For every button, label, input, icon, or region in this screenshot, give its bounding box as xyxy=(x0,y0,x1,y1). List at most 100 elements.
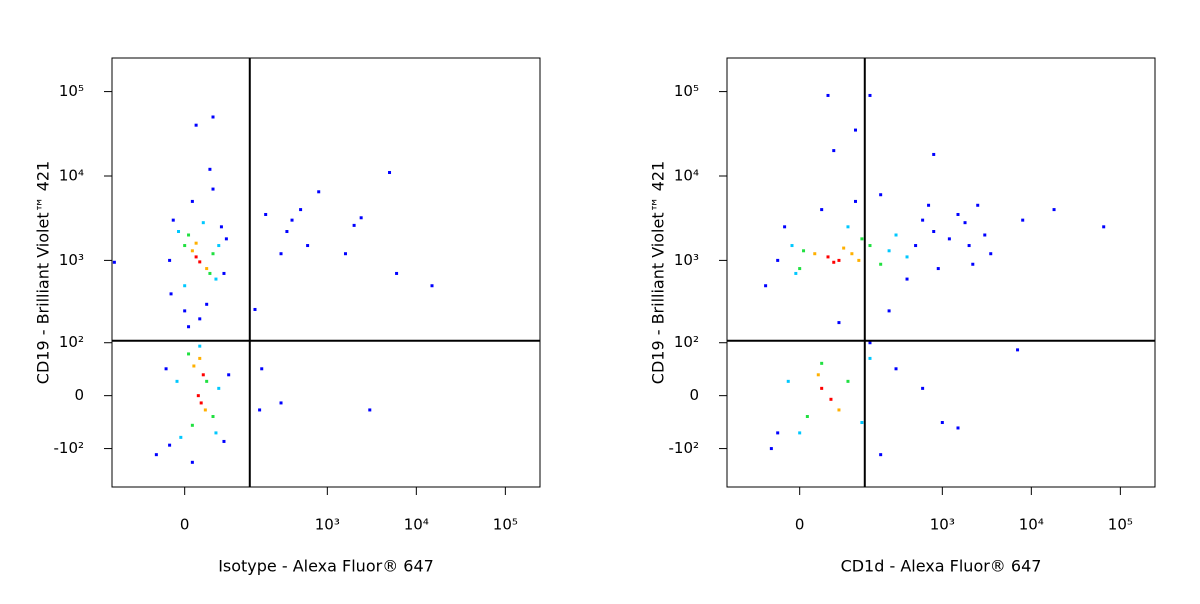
data-point xyxy=(395,271,399,275)
data-point xyxy=(279,252,283,256)
x-tick-label: 0 xyxy=(180,516,190,534)
data-point xyxy=(169,292,173,296)
data-point xyxy=(905,255,909,259)
data-point xyxy=(820,386,824,390)
data-point xyxy=(971,262,975,266)
data-point xyxy=(813,252,817,256)
data-point xyxy=(211,115,215,119)
x-tick-label: 10⁴ xyxy=(1019,516,1044,534)
data-point xyxy=(194,255,198,259)
y-tick-label: 10⁴ xyxy=(59,167,84,185)
data-point xyxy=(832,260,836,264)
data-point xyxy=(198,317,202,321)
data-point xyxy=(187,325,191,329)
data-point xyxy=(205,379,209,383)
plot-frame xyxy=(726,57,1156,488)
data-point xyxy=(175,379,179,383)
data-point xyxy=(388,171,392,175)
data-point xyxy=(279,401,283,405)
data-point xyxy=(983,233,987,237)
data-point xyxy=(112,260,116,264)
data-point xyxy=(798,431,802,435)
data-point xyxy=(219,225,223,229)
data-point xyxy=(168,258,172,262)
data-point xyxy=(936,267,940,271)
data-point xyxy=(853,128,857,132)
data-point xyxy=(190,249,194,253)
data-point xyxy=(860,237,864,241)
data-point xyxy=(208,167,212,171)
data-point xyxy=(956,426,960,430)
data-point xyxy=(211,187,215,191)
data-point xyxy=(832,149,836,153)
data-point xyxy=(198,356,202,360)
y-tick-label: -10² xyxy=(53,439,84,457)
y-tick-label: 10³ xyxy=(674,251,699,269)
x-tick-label: 10³ xyxy=(930,516,955,534)
data-point xyxy=(190,199,194,203)
data-point xyxy=(168,443,172,447)
data-point xyxy=(905,277,909,281)
data-point xyxy=(194,241,198,245)
data-point xyxy=(164,367,168,371)
data-point xyxy=(190,460,194,464)
data-point xyxy=(932,230,936,234)
data-point xyxy=(317,190,321,194)
data-point xyxy=(868,244,872,248)
data-point xyxy=(194,123,198,127)
data-point xyxy=(201,373,205,377)
data-point xyxy=(192,364,196,368)
data-point xyxy=(179,435,183,439)
data-point xyxy=(932,152,936,156)
data-point xyxy=(868,356,872,360)
data-point xyxy=(786,379,790,383)
data-point xyxy=(203,408,207,412)
data-point xyxy=(887,309,891,313)
data-point xyxy=(196,394,200,398)
data-point xyxy=(208,271,212,275)
data-point xyxy=(894,367,898,371)
data-point xyxy=(956,212,960,216)
data-point xyxy=(764,284,768,288)
data-point xyxy=(187,352,191,356)
data-point xyxy=(914,244,918,248)
x-tick-label: 0 xyxy=(795,516,805,534)
data-point xyxy=(921,218,925,222)
data-point xyxy=(198,344,202,348)
data-point xyxy=(816,373,820,377)
data-point xyxy=(783,225,787,229)
data-point xyxy=(837,408,841,412)
data-point xyxy=(306,244,310,248)
data-point xyxy=(205,302,209,306)
data-point xyxy=(826,255,830,259)
data-point xyxy=(967,244,971,248)
data-point xyxy=(853,199,857,203)
data-point xyxy=(183,244,187,248)
x-tick-label: 10⁵ xyxy=(1108,516,1133,534)
data-point xyxy=(940,421,944,425)
data-point xyxy=(224,237,228,241)
data-point xyxy=(947,237,951,241)
data-point xyxy=(154,453,158,457)
y-tick-label: 10² xyxy=(59,333,84,351)
data-point xyxy=(776,258,780,262)
data-point xyxy=(199,401,203,405)
x-axis-title: Isotype - Alexa Fluor® 647 xyxy=(218,557,434,576)
data-point xyxy=(776,431,780,435)
y-tick-label: 0 xyxy=(74,386,84,404)
data-point xyxy=(183,284,187,288)
data-point xyxy=(846,379,850,383)
data-point xyxy=(798,267,802,271)
y-tick-label: 0 xyxy=(689,386,699,404)
data-point xyxy=(1016,348,1020,352)
data-point xyxy=(260,367,264,371)
data-point xyxy=(368,408,372,412)
y-tick-label: 10² xyxy=(674,333,699,351)
data-point xyxy=(217,244,221,248)
data-point xyxy=(205,267,209,271)
data-point xyxy=(769,447,773,451)
data-point xyxy=(868,93,872,97)
data-point xyxy=(860,421,864,425)
data-point xyxy=(927,203,931,207)
